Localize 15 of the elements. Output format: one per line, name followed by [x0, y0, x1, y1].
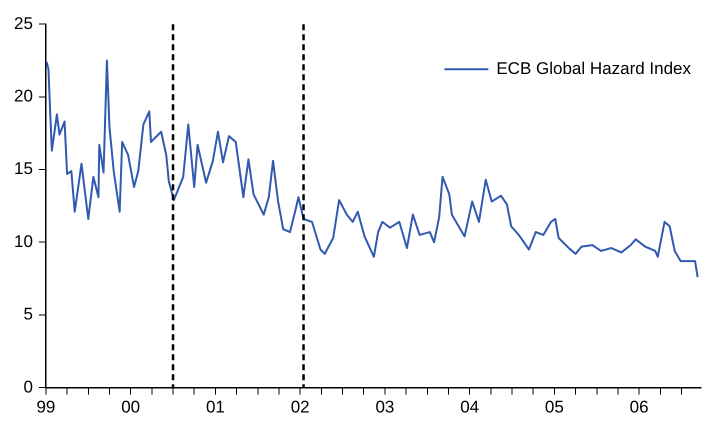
y-tick-label: 10 [14, 232, 33, 251]
x-tick-label: 99 [36, 397, 56, 416]
x-tick-label: 06 [630, 397, 649, 416]
x-tick-label: 05 [544, 397, 564, 416]
x-tick-label: 02 [290, 397, 310, 416]
y-tick-label: 5 [23, 304, 33, 324]
x-tick-label: 04 [460, 397, 480, 416]
legend-label: ECB Global Hazard Index [496, 58, 692, 78]
y-tick-label: 20 [14, 86, 33, 106]
x-tick-label: 01 [206, 397, 225, 416]
y-tick-label: 15 [14, 159, 33, 178]
y-tick-label: 25 [14, 14, 33, 33]
y-tick-label: 0 [23, 377, 33, 396]
x-tick-label: 00 [121, 397, 140, 416]
x-tick-label: 03 [375, 397, 394, 416]
